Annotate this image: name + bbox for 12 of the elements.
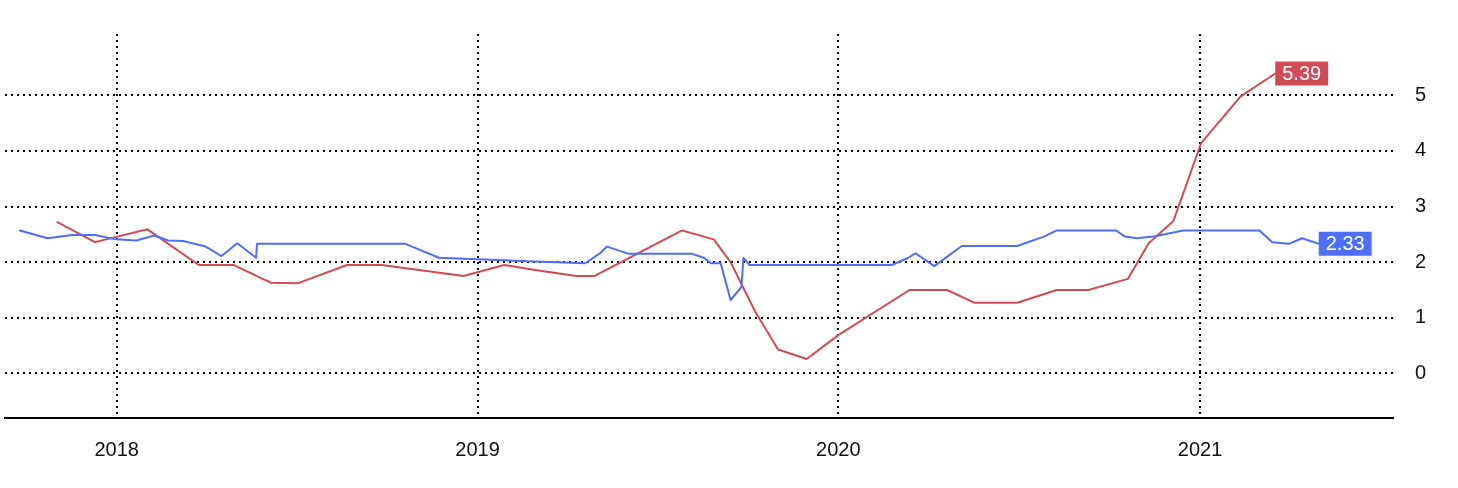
data-label: 2.33 — [1325, 232, 1365, 255]
y-tick-label: 3 — [1414, 194, 1426, 217]
y-tick-label: 1 — [1414, 305, 1426, 328]
y-tick-label: 4 — [1414, 138, 1426, 161]
y-tick-label: 0 — [1414, 360, 1426, 383]
x-tick-label: 2018 — [94, 437, 139, 460]
y-tick-label: 5 — [1414, 82, 1426, 105]
x-tick-label: 2021 — [1177, 437, 1223, 460]
x-tick-label: 2020 — [816, 437, 861, 460]
x-tick-label: 2019 — [455, 437, 500, 460]
y-tick-label: 2 — [1414, 249, 1426, 272]
data-label: 5.39 — [1282, 62, 1322, 85]
